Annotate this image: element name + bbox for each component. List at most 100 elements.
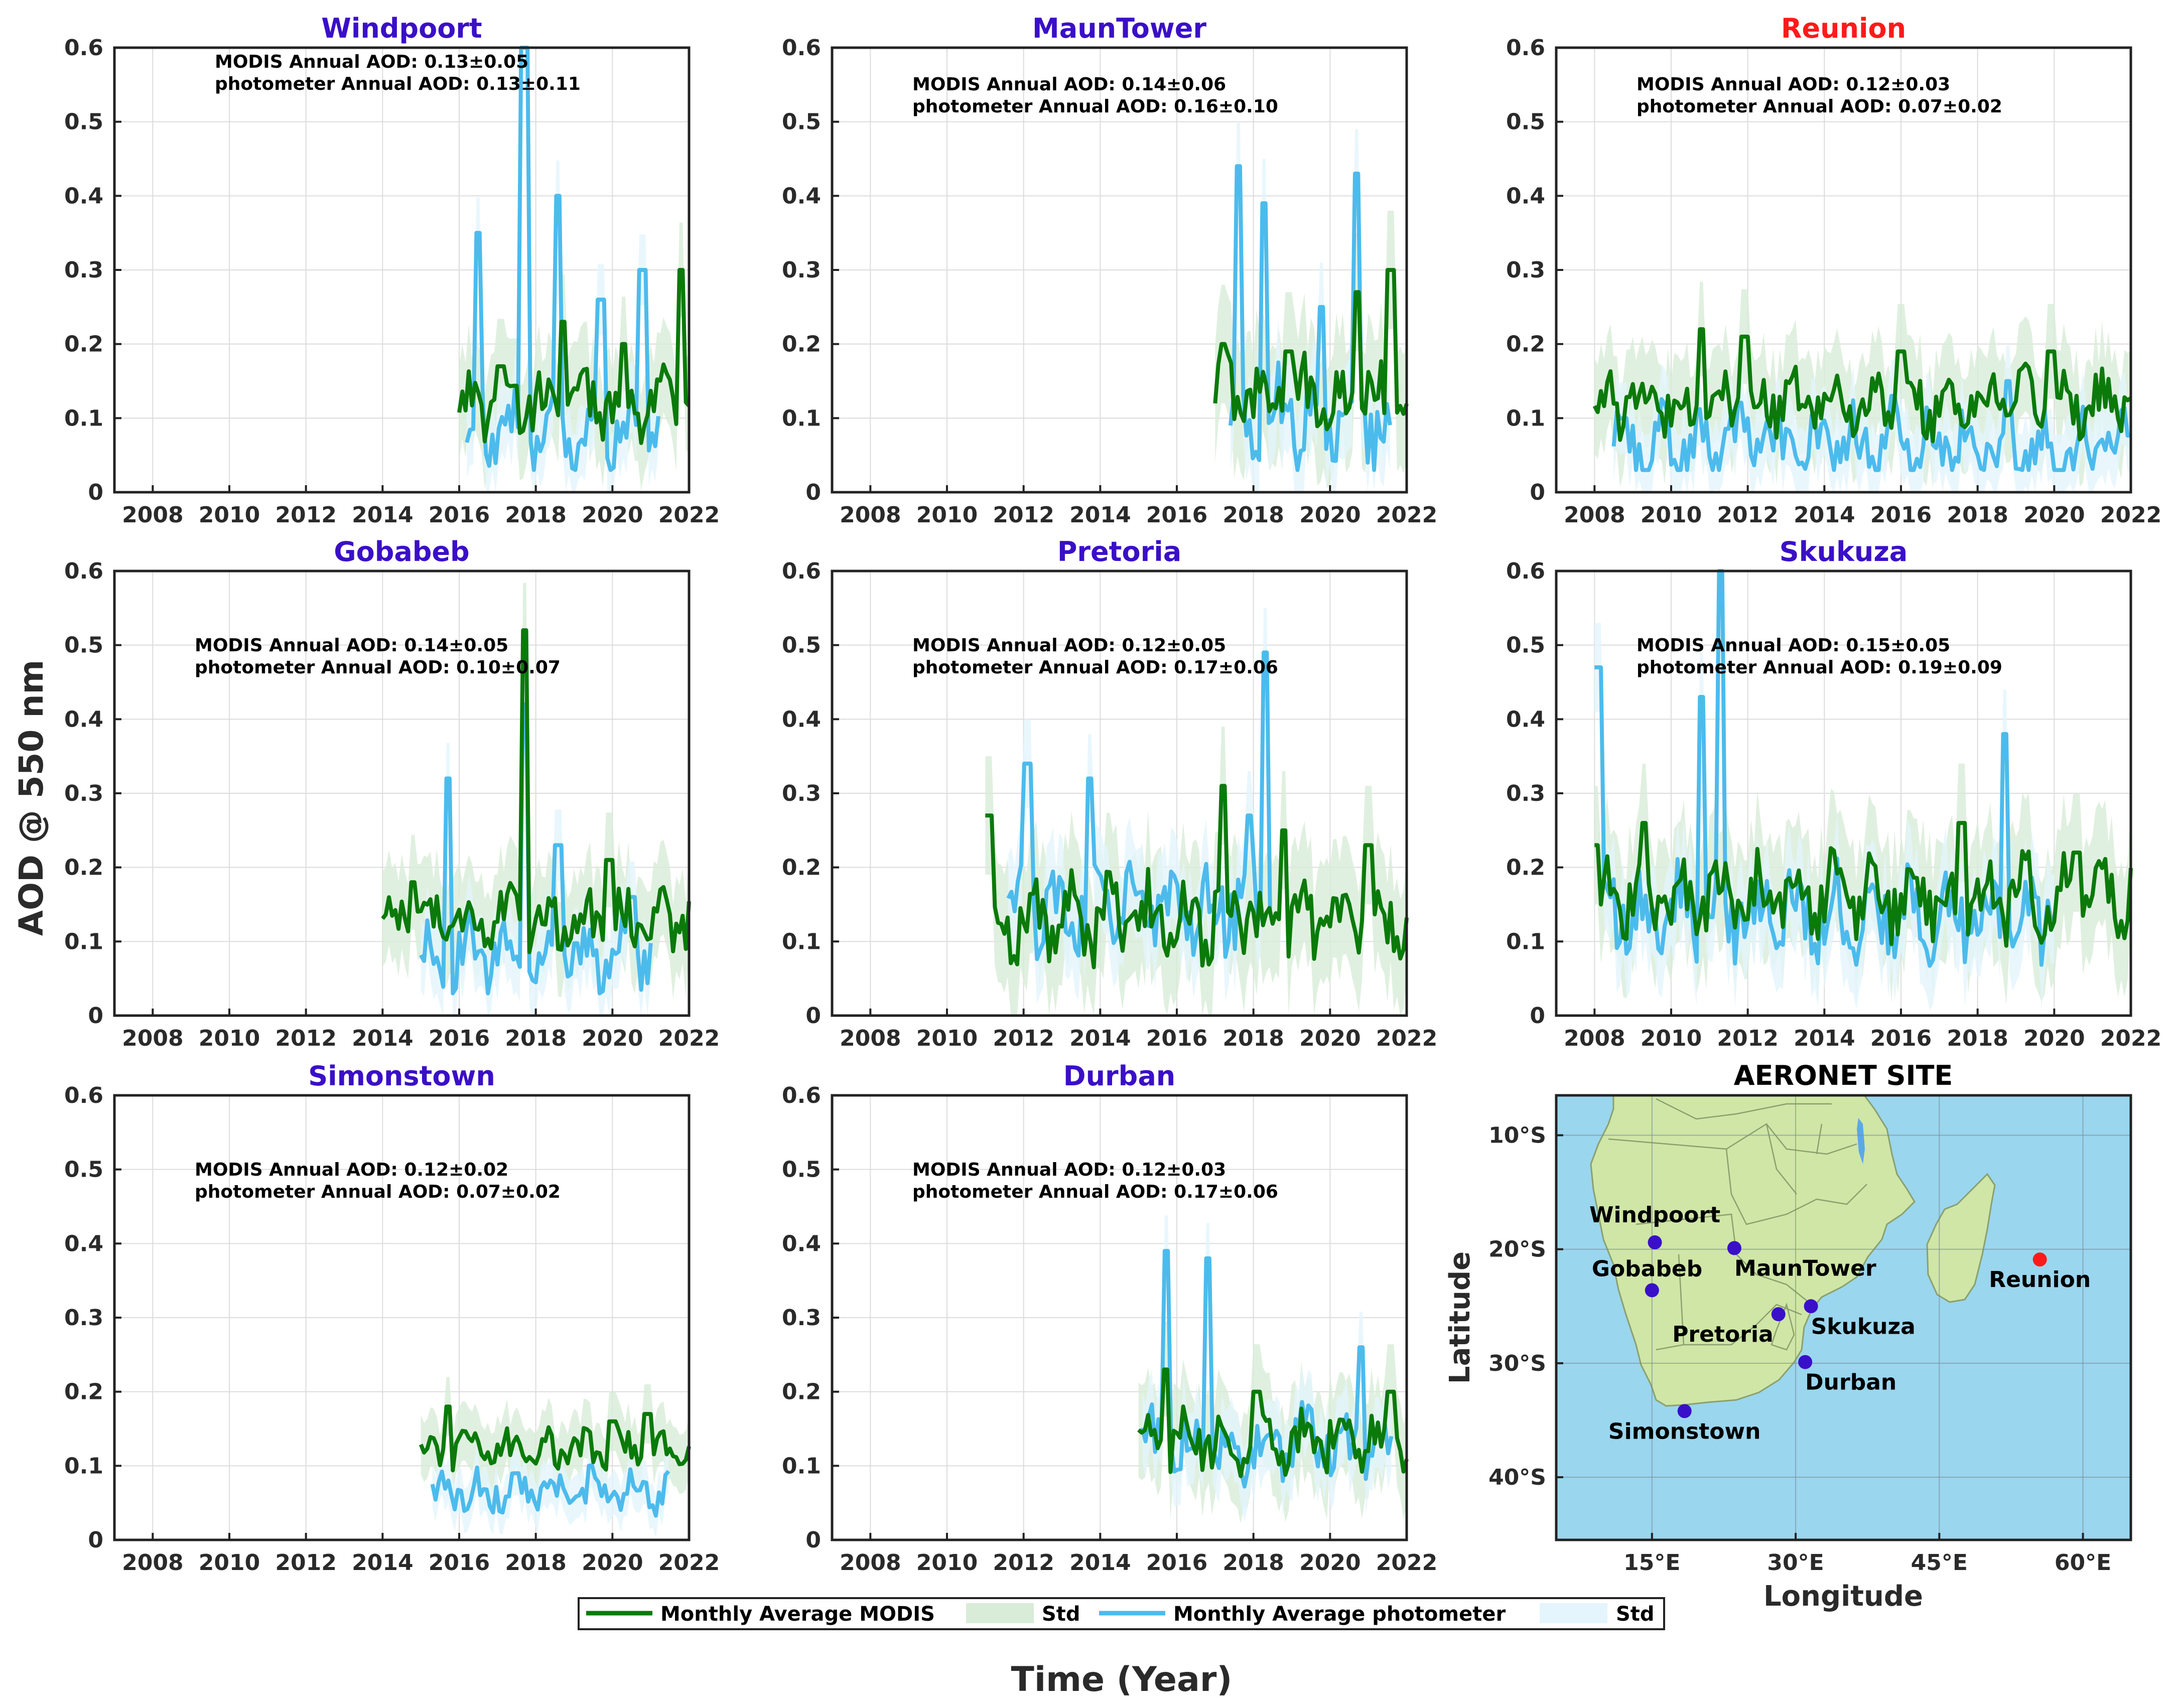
y-tick-label: 0: [88, 480, 103, 505]
x-tick-label: 2016: [429, 1550, 490, 1576]
modis-line: [1594, 821, 2133, 948]
x-tick-label: 2008: [122, 1550, 183, 1576]
x-tick-label: 2014: [1794, 502, 1855, 528]
x-tick-label: 2012: [1717, 1026, 1778, 1051]
x-tick-label: 2022: [658, 502, 720, 528]
x-tick-label: 2010: [916, 1550, 978, 1576]
map-site-marker-reunion: [2032, 1252, 2047, 1267]
y-tick-label: 0.6: [64, 1083, 103, 1108]
y-tick-label: 0.5: [64, 633, 103, 658]
annotation-text: MODIS Annual AOD: 0.13±0.05: [215, 52, 528, 72]
legend-photometer-label: Monthly Average photometer: [1173, 1603, 1506, 1626]
chart-panel-durban: 2008 2010 2012 2014 2016 2018 2020 2022 0 0.1 0.2 0…: [782, 1060, 1437, 1576]
y-tick-label: 0.5: [782, 633, 821, 658]
annotation-text: MODIS Annual AOD: 0.12±0.03: [912, 1160, 1226, 1180]
x-tick-label: 2022: [1376, 502, 1437, 528]
chart-title: Pretoria: [1057, 536, 1181, 567]
x-tick-label: 2014: [1069, 1026, 1131, 1051]
x-tick-label: 2016: [1146, 1026, 1207, 1051]
y-tick-label: 0.4: [64, 706, 103, 732]
legend-photometer-std-swatch: [1540, 1603, 1607, 1623]
y-tick-label: 0.4: [64, 183, 103, 209]
modis-line: [985, 784, 1409, 969]
y-tick-label: 0.4: [782, 183, 821, 209]
y-tick-label: 0.3: [1506, 257, 1545, 283]
x-tick-label: 2020: [1299, 1026, 1360, 1051]
x-tick-label: 2020: [582, 1550, 643, 1576]
annotation-text: MODIS Annual AOD: 0.15±0.05: [1637, 635, 1950, 656]
annotation-text: photometer Annual AOD: 0.19±0.09: [1637, 657, 2002, 678]
y-tick-label: 0.6: [782, 558, 821, 584]
y-tick-label: 0: [805, 1527, 821, 1553]
modis-std-band: [421, 1377, 689, 1500]
map-lat-tick-label: 20°S: [1488, 1237, 1546, 1262]
photometer-line: [430, 1463, 670, 1518]
figure-xlabel: Time (Year): [1011, 1660, 1232, 1699]
x-tick-label: 2008: [840, 1026, 901, 1051]
annotation-text: MODIS Annual AOD: 0.12±0.05: [912, 635, 1226, 656]
y-tick-label: 0.2: [1506, 332, 1545, 357]
map-site-marker-skukuza: [1804, 1299, 1818, 1314]
map-site-label-simonstown: Simonstown: [1608, 1418, 1761, 1444]
y-tick-label: 0.5: [1506, 633, 1545, 658]
x-tick-label: 2016: [1146, 502, 1207, 528]
x-tick-label: 2018: [505, 1550, 566, 1576]
x-tick-label: 2008: [122, 1026, 183, 1051]
x-tick-label: 2008: [840, 1550, 901, 1576]
x-tick-label: 2008: [840, 502, 901, 528]
map-land-madagascar: [1926, 1173, 1996, 1303]
map-site-label-windpoort: Windpoort: [1589, 1202, 1720, 1228]
x-tick-label: 2010: [916, 502, 978, 528]
x-tick-label: 2010: [199, 1026, 260, 1051]
x-tick-label: 2018: [1947, 1026, 2008, 1051]
y-tick-label: 0: [805, 1003, 821, 1029]
photometer-line: [1594, 569, 2055, 968]
photometer-line: [419, 702, 653, 995]
y-tick-label: 0.5: [782, 1157, 821, 1183]
modis-line: [1592, 327, 2132, 444]
figure-ylabel: AOD @ 550 nm: [12, 660, 51, 936]
photometer-std-band: [432, 1443, 669, 1538]
chart-panel-mauntower: 2008 2010 2012 2014 2016 2018 2020 2022 0 0.1 0.2 0…: [782, 13, 1437, 528]
y-tick-label: 0.1: [64, 929, 103, 954]
legend-modis-std-swatch: [966, 1603, 1034, 1623]
photometer-line: [465, 46, 660, 472]
annotation-text: photometer Annual AOD: 0.07±0.02: [1637, 96, 2002, 117]
x-tick-label: 2012: [1717, 502, 1778, 528]
chart-panel-windpoort: 2008 2010 2012 2014 2016 2018 2020 2022 0 0.1 0.2 0…: [64, 13, 720, 528]
modis-line: [457, 268, 691, 445]
x-tick-label: 2012: [993, 1026, 1054, 1051]
photometer-std-band: [467, 48, 658, 492]
annotation-text: MODIS Annual AOD: 0.12±0.03: [1637, 74, 1950, 95]
map-grid: [1556, 1095, 2131, 1540]
map-site-label-mauntower: MaunTower: [1734, 1255, 1876, 1281]
y-tick-label: 0.1: [782, 929, 821, 954]
chart-panel-pretoria: 2008 2010 2012 2014 2016 2018 2020 2022 0 0.1 0.2 0…: [782, 536, 1437, 1051]
map-lake: [1857, 1118, 1865, 1164]
annotation-text: MODIS Annual AOD: 0.14±0.05: [195, 635, 508, 656]
y-tick-label: 0.2: [64, 855, 103, 881]
x-tick-label: 2022: [1376, 1550, 1437, 1576]
x-tick-label: 2012: [993, 1550, 1054, 1576]
chart-title: MaunTower: [1032, 13, 1206, 44]
x-tick-label: 2020: [582, 1026, 643, 1051]
x-tick-label: 2018: [1947, 502, 2008, 528]
photometer-std-band: [1613, 345, 2131, 492]
map-borders: [1608, 1098, 1867, 1351]
map-title: AERONET SITE: [1734, 1060, 1953, 1091]
x-tick-label: 2010: [199, 1550, 260, 1576]
x-tick-label: 2014: [352, 1026, 413, 1051]
y-tick-label: 0.1: [64, 1453, 103, 1479]
map-frame: [1555, 1094, 2132, 1541]
x-tick-label: 2016: [1146, 1550, 1207, 1576]
map-site-marker-windpoort: [1648, 1235, 1662, 1250]
annotation-text: photometer Annual AOD: 0.07±0.02: [195, 1182, 561, 1202]
y-tick-label: 0.5: [782, 109, 821, 135]
map-lat-tick-label: 40°S: [1488, 1465, 1546, 1490]
y-tick-label: 0.5: [1506, 109, 1545, 135]
x-tick-label: 2020: [582, 502, 643, 528]
chart-title: Skukuza: [1780, 536, 1908, 567]
map-lon-tick-label: 60°E: [2055, 1550, 2111, 1576]
y-tick-label: 0: [88, 1527, 103, 1553]
y-tick-label: 0.5: [64, 1157, 103, 1183]
